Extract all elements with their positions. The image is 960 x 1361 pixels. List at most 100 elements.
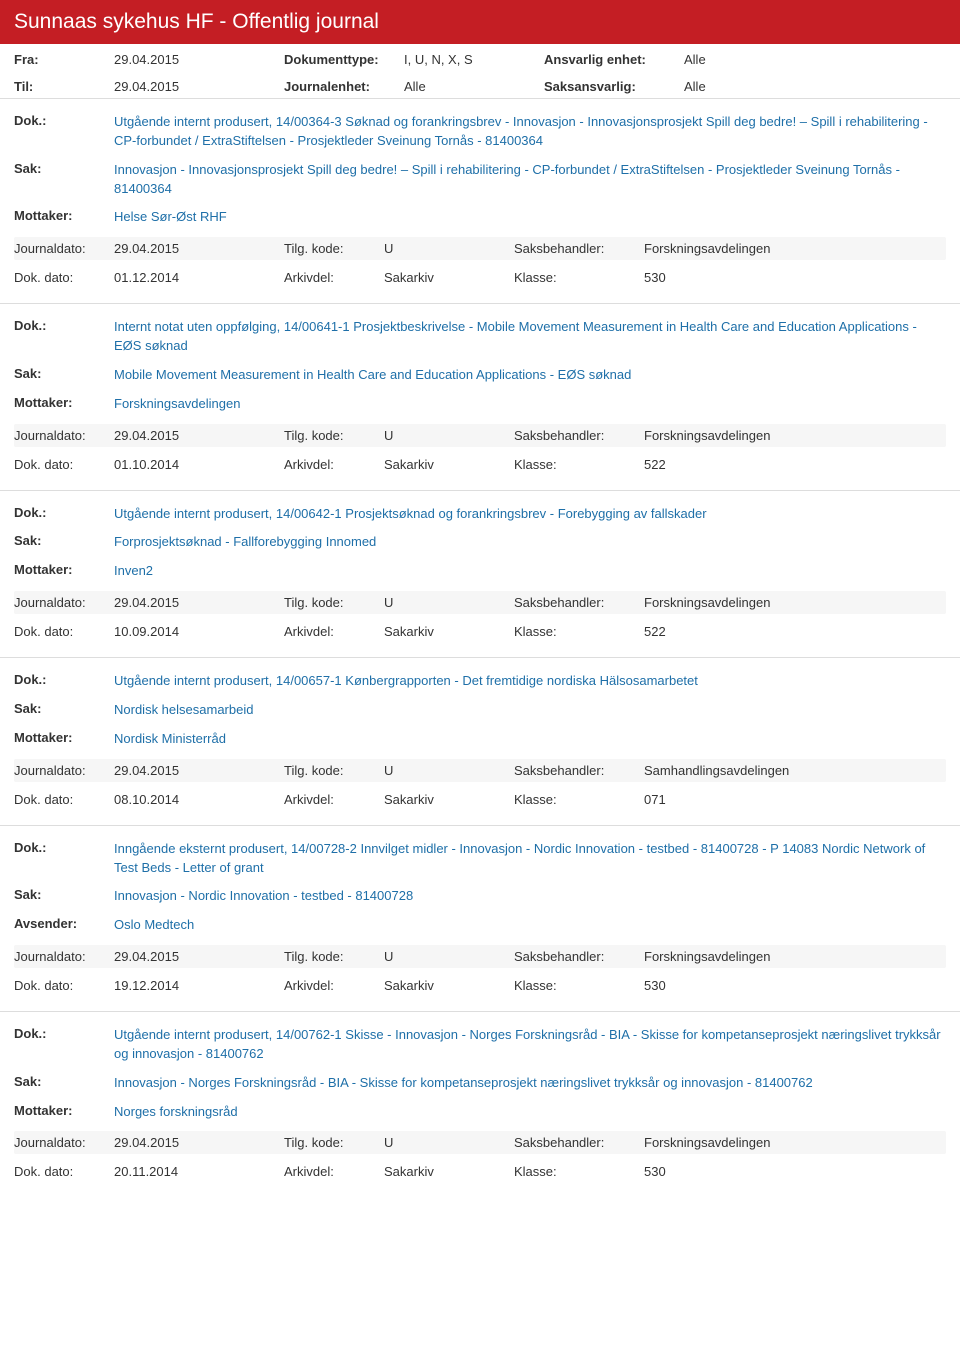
tilgkode-label: Tilg. kode: [284,241,384,256]
arkivdel-label: Arkivdel: [284,792,384,807]
saksbehandler-value: Forskningsavdelingen [644,241,946,256]
dok-value: Utgående internt produsert, 14/00762-1 S… [114,1026,946,1064]
meta-row-1: Journaldato: 29.04.2015 Tilg. kode: U Sa… [14,237,946,260]
saksbehandler-value: Forskningsavdelingen [644,428,946,443]
klasse-value: 530 [644,270,946,285]
klasse-label: Klasse: [514,1164,644,1179]
filter-row-2: Til: 29.04.2015 Journalenhet: Alle Saksa… [0,71,960,98]
dokdato-value: 20.11.2014 [114,1164,284,1179]
doktype-value: I, U, N, X, S [404,52,544,67]
sak-label: Sak: [14,701,114,720]
til-label: Til: [14,79,114,94]
dokdato-label: Dok. dato: [14,457,114,472]
dokdato-value: 08.10.2014 [114,792,284,807]
dok-label: Dok.: [14,505,114,524]
journaldato-value: 29.04.2015 [114,428,284,443]
party-label: Mottaker: [14,562,114,581]
arkivdel-value: Sakarkiv [384,270,514,285]
meta-row-2: Dok. dato: 01.12.2014 Arkivdel: Sakarkiv… [14,266,946,289]
filter-row-1: Fra: 29.04.2015 Dokumenttype: I, U, N, X… [0,44,960,71]
journaldato-label: Journaldato: [14,595,114,610]
tilgkode-label: Tilg. kode: [284,1135,384,1150]
tilgkode-value: U [384,949,514,964]
til-value: 29.04.2015 [114,79,284,94]
tilgkode-value: U [384,241,514,256]
journalenhet-label: Journalenhet: [284,79,404,94]
sak-label: Sak: [14,533,114,552]
entries-container: Dok.: Utgående internt produsert, 14/003… [0,98,960,1197]
dok-value: Utgående internt produsert, 14/00642-1 P… [114,505,946,524]
dok-label: Dok.: [14,840,114,878]
ansvarlig-value: Alle [684,52,784,67]
meta-row-2: Dok. dato: 19.12.2014 Arkivdel: Sakarkiv… [14,974,946,997]
saksbehandler-label: Saksbehandler: [514,241,644,256]
party-label: Mottaker: [14,1103,114,1122]
sak-value: Innovasjon - Innovasjonsprosjekt Spill d… [114,161,946,199]
saksbehandler-label: Saksbehandler: [514,763,644,778]
meta-row-1: Journaldato: 29.04.2015 Tilg. kode: U Sa… [14,1131,946,1154]
journaldato-value: 29.04.2015 [114,241,284,256]
party-value: Oslo Medtech [114,916,946,935]
meta-row-1: Journaldato: 29.04.2015 Tilg. kode: U Sa… [14,424,946,447]
meta-row-1: Journaldato: 29.04.2015 Tilg. kode: U Sa… [14,945,946,968]
ansvarlig-label: Ansvarlig enhet: [544,52,684,67]
klasse-value: 071 [644,792,946,807]
journaldato-label: Journaldato: [14,1135,114,1150]
dokdato-label: Dok. dato: [14,624,114,639]
journaldato-value: 29.04.2015 [114,1135,284,1150]
sak-label: Sak: [14,161,114,199]
dokdato-label: Dok. dato: [14,792,114,807]
tilgkode-label: Tilg. kode: [284,595,384,610]
dok-label: Dok.: [14,672,114,691]
dok-label: Dok.: [14,1026,114,1064]
saksansvarlig-value: Alle [684,79,784,94]
meta-row-1: Journaldato: 29.04.2015 Tilg. kode: U Sa… [14,591,946,614]
sak-value: Nordisk helsesamarbeid [114,701,946,720]
dokdato-label: Dok. dato: [14,978,114,993]
arkivdel-value: Sakarkiv [384,792,514,807]
klasse-value: 530 [644,978,946,993]
arkivdel-label: Arkivdel: [284,270,384,285]
klasse-value: 522 [644,457,946,472]
fra-label: Fra: [14,52,114,67]
arkivdel-value: Sakarkiv [384,624,514,639]
doktype-label: Dokumenttype: [284,52,404,67]
klasse-label: Klasse: [514,270,644,285]
klasse-label: Klasse: [514,624,644,639]
meta-row-2: Dok. dato: 08.10.2014 Arkivdel: Sakarkiv… [14,788,946,811]
arkivdel-value: Sakarkiv [384,457,514,472]
party-label: Mottaker: [14,208,114,227]
tilgkode-value: U [384,763,514,778]
party-value: Inven2 [114,562,946,581]
journal-entry: Dok.: Inngående eksternt produsert, 14/0… [0,825,960,1011]
dokdato-value: 10.09.2014 [114,624,284,639]
journalenhet-value: Alle [404,79,544,94]
dok-value: Internt notat uten oppfølging, 14/00641-… [114,318,946,356]
saksbehandler-value: Forskningsavdelingen [644,1135,946,1150]
party-value: Norges forskningsråd [114,1103,946,1122]
tilgkode-value: U [384,1135,514,1150]
party-value: Nordisk Ministerråd [114,730,946,749]
header-bar: Sunnaas sykehus HF - Offentlig journal [0,0,960,44]
klasse-label: Klasse: [514,792,644,807]
journal-entry: Dok.: Internt notat uten oppfølging, 14/… [0,303,960,489]
sak-label: Sak: [14,887,114,906]
party-label: Avsender: [14,916,114,935]
sak-value: Forprosjektsøknad - Fallforebygging Inno… [114,533,946,552]
journaldato-value: 29.04.2015 [114,949,284,964]
saksbehandler-label: Saksbehandler: [514,428,644,443]
arkivdel-label: Arkivdel: [284,624,384,639]
sak-value: Innovasjon - Nordic Innovation - testbed… [114,887,946,906]
dokdato-value: 01.12.2014 [114,270,284,285]
tilgkode-label: Tilg. kode: [284,763,384,778]
dokdato-value: 01.10.2014 [114,457,284,472]
klasse-value: 522 [644,624,946,639]
dokdato-label: Dok. dato: [14,1164,114,1179]
dok-value: Inngående eksternt produsert, 14/00728-2… [114,840,946,878]
journaldato-value: 29.04.2015 [114,763,284,778]
sak-value: Mobile Movement Measurement in Health Ca… [114,366,946,385]
arkivdel-value: Sakarkiv [384,1164,514,1179]
arkivdel-value: Sakarkiv [384,978,514,993]
saksbehandler-value: Forskningsavdelingen [644,595,946,610]
arkivdel-label: Arkivdel: [284,978,384,993]
